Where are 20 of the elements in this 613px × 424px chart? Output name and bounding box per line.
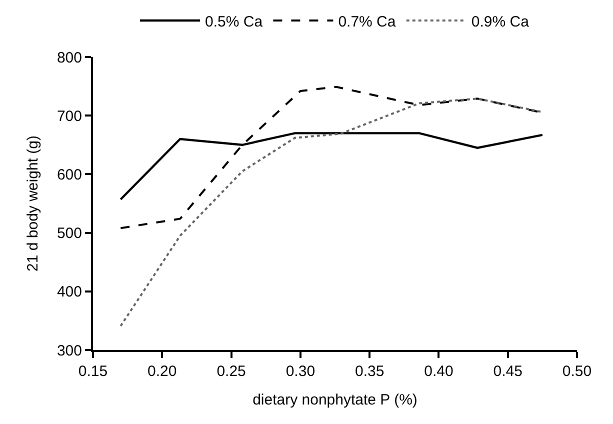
legend-label: 0.9% Ca <box>471 13 530 30</box>
x-tick-label: 0.35 <box>354 363 384 380</box>
x-tick-label: 0.50 <box>562 363 592 380</box>
y-tick-label: 300 <box>56 342 82 360</box>
y-tick-label: 700 <box>56 108 82 125</box>
x-tick-label: 0.30 <box>286 363 316 380</box>
y-tick-label: 600 <box>56 166 82 184</box>
y-tick-label: 500 <box>56 225 82 242</box>
x-tick-label: 0.15 <box>78 363 108 380</box>
x-axis-title: dietary nonphytate P (%) <box>252 392 418 408</box>
x-tick-label: 0.45 <box>493 363 522 380</box>
legend-label: 0.5% Ca <box>205 13 264 30</box>
x-tick-label: 0.25 <box>216 363 246 380</box>
y-tick-label: 800 <box>56 49 82 66</box>
y-tick-label: 400 <box>56 284 82 301</box>
y-axis-title: 21 d body weight (g) <box>24 136 42 272</box>
x-tick-label: 0.20 <box>148 363 177 380</box>
line-series <box>120 98 544 327</box>
legend-label: 0.7% Ca <box>338 13 396 30</box>
x-tick-label: 0.40 <box>424 363 454 380</box>
